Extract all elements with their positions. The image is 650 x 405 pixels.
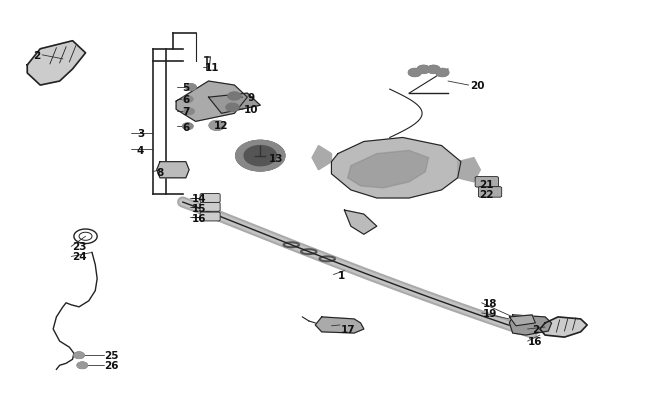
Polygon shape — [209, 94, 260, 114]
Circle shape — [236, 141, 285, 172]
Polygon shape — [27, 42, 86, 86]
Text: 22: 22 — [480, 190, 494, 199]
Circle shape — [244, 146, 276, 166]
FancyBboxPatch shape — [200, 213, 220, 222]
Circle shape — [408, 69, 421, 77]
Text: 1: 1 — [337, 270, 345, 280]
Text: 25: 25 — [104, 350, 119, 360]
Text: 21: 21 — [480, 179, 494, 190]
Circle shape — [184, 109, 194, 115]
Polygon shape — [348, 151, 428, 188]
Text: 8: 8 — [157, 167, 164, 177]
Text: 17: 17 — [341, 324, 355, 334]
Text: 10: 10 — [243, 105, 258, 115]
Text: 14: 14 — [192, 194, 206, 203]
Circle shape — [226, 104, 239, 112]
Text: 26: 26 — [104, 360, 119, 371]
Circle shape — [183, 97, 193, 103]
Polygon shape — [157, 162, 189, 178]
Circle shape — [417, 66, 430, 74]
Polygon shape — [344, 211, 377, 234]
Text: 11: 11 — [205, 63, 219, 73]
Polygon shape — [332, 138, 461, 198]
Text: 6: 6 — [182, 95, 189, 105]
FancyBboxPatch shape — [478, 187, 502, 198]
Polygon shape — [540, 317, 587, 337]
Polygon shape — [315, 317, 364, 333]
Circle shape — [74, 352, 85, 358]
Circle shape — [183, 124, 193, 130]
Text: 9: 9 — [247, 93, 254, 103]
Text: 16: 16 — [528, 336, 543, 346]
Text: 15: 15 — [192, 204, 206, 213]
Text: 6: 6 — [182, 123, 189, 133]
Text: 23: 23 — [72, 242, 86, 252]
Text: 5: 5 — [182, 83, 189, 93]
Circle shape — [427, 66, 440, 74]
FancyBboxPatch shape — [475, 177, 499, 188]
Polygon shape — [176, 82, 248, 122]
Text: 7: 7 — [182, 107, 190, 117]
Circle shape — [186, 85, 196, 91]
Text: 18: 18 — [483, 298, 497, 308]
Circle shape — [77, 362, 88, 369]
Polygon shape — [510, 315, 536, 326]
Text: 12: 12 — [214, 121, 229, 131]
Text: 16: 16 — [192, 213, 206, 224]
Text: 2: 2 — [532, 324, 539, 334]
Circle shape — [209, 121, 225, 131]
Text: 3: 3 — [137, 129, 144, 139]
Text: 2: 2 — [33, 51, 40, 61]
Text: 19: 19 — [483, 308, 497, 318]
Text: 13: 13 — [269, 153, 283, 163]
Text: 20: 20 — [470, 81, 484, 91]
FancyBboxPatch shape — [200, 203, 220, 212]
Circle shape — [436, 69, 448, 77]
Text: 4: 4 — [137, 145, 144, 155]
Polygon shape — [510, 315, 552, 335]
Circle shape — [228, 93, 241, 101]
Polygon shape — [312, 146, 332, 171]
FancyBboxPatch shape — [200, 194, 220, 203]
Text: 24: 24 — [72, 252, 86, 262]
Polygon shape — [458, 158, 480, 182]
